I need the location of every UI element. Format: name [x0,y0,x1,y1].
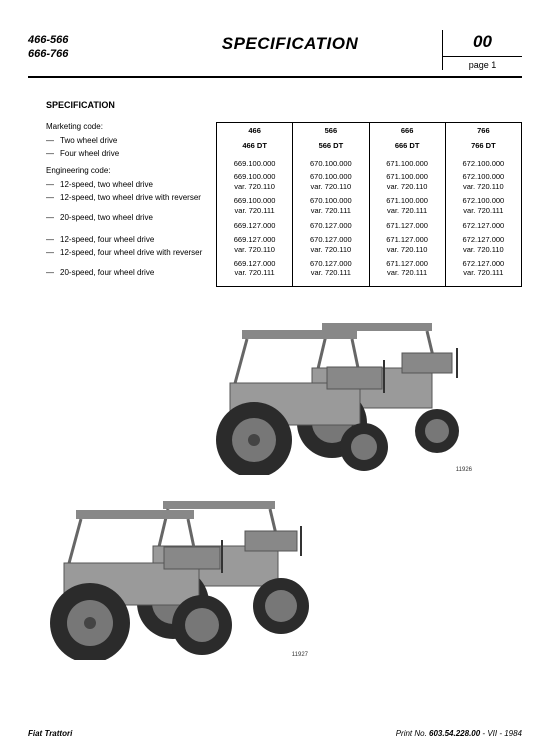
col-header-2: 566 DT [293,138,368,157]
four-wheel-label: Four wheel drive [60,149,119,160]
cell: 671.127.000var. 720.110 [370,233,445,257]
eng-12-2w-rev-label: 12-speed, two wheel drive with reverser [60,193,201,211]
cell: 669.127.000 [217,217,292,233]
cell: 670.100.000var. 720.111 [293,194,368,218]
col-header-1: 566 [293,123,368,138]
cell: 672.100.000var. 720.111 [446,194,521,218]
tractor-image-top: 11926 [192,305,512,475]
cell: 671.127.000var. 720.111 [370,257,445,281]
cell: 670.127.000 [293,217,368,233]
two-wheel-label: Two wheel drive [60,136,117,147]
cell: 669.127.000var. 720.110 [217,233,292,257]
col-header-1: 766 [446,123,521,138]
image-caption-bottom: 11927 [292,652,308,658]
data-grid: 466466 DT669.100.000669.100.000var. 720.… [216,122,522,287]
engineering-code-label: Engineering code: [46,166,216,177]
footer-print: Print No. 603.54.228.00 - VII - 1984 [396,729,522,738]
specification-table: Marketing code: —Two wheel drive —Four w… [46,122,522,287]
col-header-1: 466 [217,123,292,138]
eng-12-2w-label: 12-speed, two wheel drive [60,180,153,191]
eng-12-4w-rev-label: 12-speed, four wheel drive with reverser [60,248,202,266]
data-column: 666666 DT671.100.000671.100.000var. 720.… [370,123,446,286]
cell: 670.100.000 [293,157,368,171]
models-line-1: 466-566 [28,34,138,48]
tractor-illustration-icon [28,485,358,660]
header-models: 466-566 666-766 [28,30,138,70]
cell: 671.100.000 [370,157,445,171]
cell: 671.100.000var. 720.110 [370,170,445,194]
cell: 672.127.000var. 720.111 [446,257,521,281]
cell: 670.127.000var. 720.110 [293,233,368,257]
section-title: SPECIFICATION [46,100,522,110]
eng-20-2w-label: 20-speed, two wheel drive [60,213,153,231]
header-title: SPECIFICATION [138,30,442,70]
col-header-2: 466 DT [217,138,292,157]
cell: 670.100.000var. 720.110 [293,170,368,194]
cell: 669.100.000 [217,157,292,171]
footer-print-number: 603.54.228.00 [429,729,480,738]
cell: 672.127.000 [446,217,521,233]
cell: 669.127.000var. 720.111 [217,257,292,281]
labels-column: Marketing code: —Two wheel drive —Four w… [46,122,216,287]
data-column: 466466 DT669.100.000669.100.000var. 720.… [217,123,293,286]
cell: 672.100.000 [446,157,521,171]
eng-20-4w-label: 20-speed, four wheel drive [60,268,154,286]
col-header-2: 766 DT [446,138,521,157]
page-footer: Fiat Trattori Print No. 603.54.228.00 - … [28,729,522,738]
col-header-1: 666 [370,123,445,138]
cell: 669.100.000var. 720.110 [217,170,292,194]
cell: 671.100.000var. 720.111 [370,194,445,218]
image-caption-top: 11926 [456,467,472,473]
tractor-illustration-icon [192,305,512,475]
footer-print-prefix: Print No. [396,729,429,738]
cell: 672.127.000var. 720.110 [446,233,521,257]
tractor-image-bottom: 11927 [28,485,358,660]
cell: 671.127.000 [370,217,445,233]
cell: 672.100.000var. 720.110 [446,170,521,194]
tractor-images: 11926 [28,305,522,665]
header-page-number: page 1 [443,57,522,70]
header-right: 00 page 1 [442,30,522,70]
footer-brand: Fiat Trattori [28,729,72,738]
data-column: 566566 DT670.100.000670.100.000var. 720.… [293,123,369,286]
footer-print-suffix: - VII - 1984 [480,729,522,738]
cell: 670.127.000var. 720.111 [293,257,368,281]
header-section-number: 00 [443,30,522,57]
models-line-2: 666-766 [28,48,138,62]
page-header: 466-566 666-766 SPECIFICATION 00 page 1 [28,30,522,78]
data-column: 766766 DT672.100.000672.100.000var. 720.… [446,123,521,286]
cell: 669.100.000var. 720.111 [217,194,292,218]
eng-12-4w-label: 12-speed, four wheel drive [60,235,154,246]
marketing-code-label: Marketing code: [46,122,216,133]
col-header-2: 666 DT [370,138,445,157]
